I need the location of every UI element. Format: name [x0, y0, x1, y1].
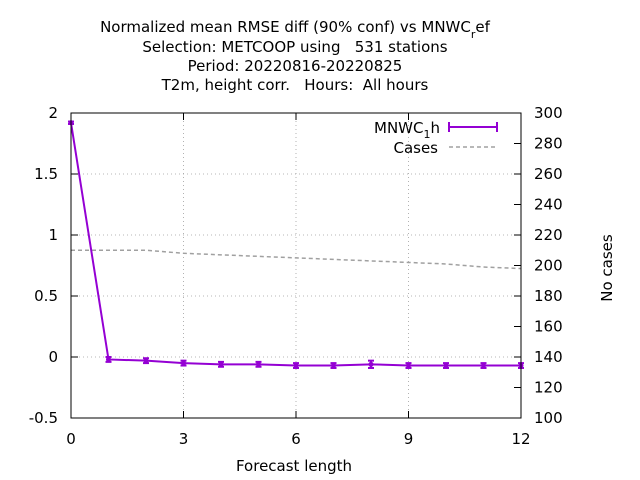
legend-label-cases: Cases	[393, 139, 438, 157]
cases-series	[71, 249, 522, 270]
mnwc-point	[143, 358, 149, 364]
mnwc-point	[443, 363, 449, 369]
chart-title: Normalized mean RMSE diff (90% conf) vs …	[100, 18, 491, 94]
y-tick-label: 1.5	[34, 165, 58, 183]
mnwc-point	[368, 361, 374, 367]
legend-label-mnwc: MNWC1h	[374, 119, 440, 141]
y-tick-label: 2	[48, 104, 58, 122]
y2-tick-label: 240	[534, 196, 563, 214]
y2-tick-label: 160	[534, 318, 563, 336]
y-tick-label: 0.5	[34, 287, 58, 305]
y2-tick-label: 300	[534, 104, 563, 122]
mnwc-point	[481, 363, 486, 369]
mnwc-point	[181, 360, 186, 366]
grid	[71, 113, 521, 418]
y2-axis-label: No cases	[598, 234, 616, 302]
mnwc-point	[218, 361, 224, 367]
y2-tick-label: 180	[534, 287, 563, 305]
mnwc-point	[331, 363, 336, 369]
x-tick-label: 6	[291, 430, 301, 448]
y2-tick-label: 120	[534, 379, 563, 397]
y2-tick-label: 260	[534, 165, 563, 183]
mnwc-point	[293, 363, 299, 369]
y2-tick-label: 280	[534, 135, 563, 153]
y2-tick-label: 100	[534, 409, 563, 427]
y2-tick-label: 220	[534, 226, 563, 244]
title-line-1: Normalized mean RMSE diff (90% conf) vs …	[100, 18, 491, 41]
y2-tick-label: 200	[534, 257, 563, 275]
y-tick-label: 0	[48, 348, 58, 366]
mnwc-point	[106, 356, 111, 362]
cases-line	[71, 249, 522, 270]
y-tick-label: -0.5	[29, 409, 58, 427]
y2-tick-label: 140	[534, 348, 563, 366]
mnwc-point	[256, 361, 261, 367]
mnwc-series	[68, 120, 524, 369]
title-line-2: Selection: METCOOP using 531 stations	[142, 38, 447, 56]
mnwc-point	[406, 363, 411, 369]
axis-ticks: 0 3 6 9 12 -0.5 0 0.5 1 1.5 2 100 120 140 160 180 200 220…	[29, 104, 563, 448]
x-tick-label: 9	[404, 430, 414, 448]
y-tick-label: 1	[48, 226, 58, 244]
x-tick-label: 12	[511, 430, 530, 448]
title-line-3: Period: 20220816-20220825	[188, 57, 403, 75]
x-axis-label: Forecast length	[236, 457, 352, 475]
legend: MNWC1h Cases	[374, 119, 498, 157]
title-line-4: T2m, height corr. Hours: All hours	[161, 76, 429, 94]
x-tick-label: 3	[179, 430, 189, 448]
x-tick-label: 0	[66, 430, 76, 448]
